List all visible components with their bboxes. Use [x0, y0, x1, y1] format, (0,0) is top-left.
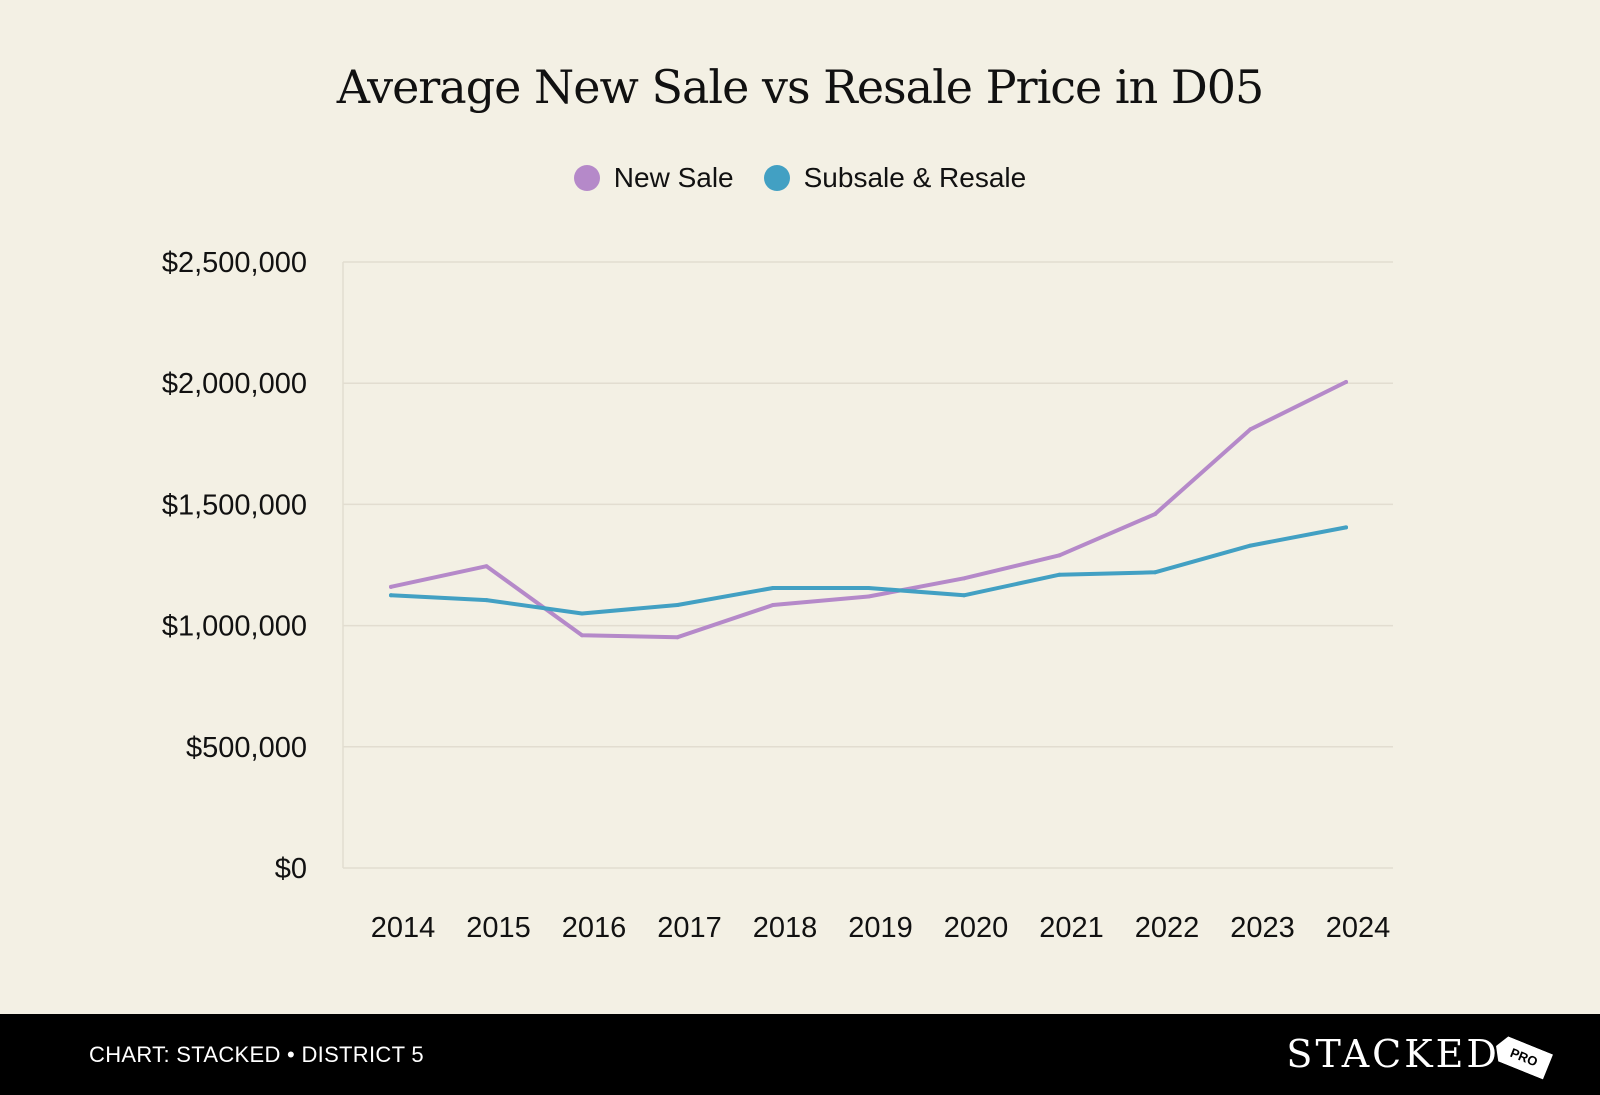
data-point-subsale-resale	[1344, 525, 1348, 530]
brand-pro-tag: PRO	[1491, 1033, 1553, 1079]
x-tick-label: 2014	[371, 912, 436, 944]
legend-item-new-sale: New Sale	[573, 162, 734, 194]
legend-label-subsale-resale: Subsale & Resale	[803, 162, 1027, 193]
data-point-subsale-resale	[1153, 570, 1157, 575]
x-tick-label: 2023	[1230, 912, 1295, 944]
data-point-new-sale	[580, 633, 584, 638]
x-tick-label: 2022	[1135, 912, 1200, 944]
y-tick-label: $1,500,000	[162, 489, 307, 521]
data-point-new-sale	[1344, 379, 1348, 384]
x-tick-label: 2024	[1326, 912, 1391, 944]
legend-swatch-new-sale	[573, 165, 600, 191]
series-line-new-sale	[389, 380, 1348, 640]
y-tick-label: $0	[275, 853, 307, 885]
legend-item-subsale-resale: Subsale & Resale	[763, 162, 1027, 194]
data-point-subsale-resale	[771, 586, 775, 591]
data-point-new-sale	[1248, 427, 1253, 432]
legend-label-new-sale: New Sale	[613, 162, 734, 193]
data-point-subsale-resale	[580, 611, 584, 616]
chart-legend: New Sale Subsale & Resale	[0, 162, 1600, 194]
x-tick-label: 2020	[944, 912, 1009, 944]
y-tick-label: $500,000	[186, 732, 307, 764]
data-point-subsale-resale	[866, 586, 871, 591]
data-point-new-sale	[1057, 553, 1062, 558]
brand-logo: STACKED PRO	[1286, 1032, 1550, 1076]
data-point-subsale-resale	[484, 598, 489, 603]
data-point-new-sale	[962, 576, 966, 581]
y-tick-label: $1,000,000	[162, 611, 307, 643]
data-point-new-sale	[866, 594, 871, 599]
y-tick-label: $2,500,000	[162, 247, 307, 279]
x-tick-label: 2018	[753, 912, 818, 944]
data-point-new-sale	[771, 602, 775, 607]
data-point-new-sale	[484, 564, 489, 569]
data-point-subsale-resale	[389, 593, 393, 598]
legend-swatch-subsale-resale	[763, 165, 790, 191]
footer-bar: CHART: STACKED • DISTRICT 5 STACKED PRO	[0, 1014, 1600, 1095]
y-tick-label: $2,000,000	[162, 368, 307, 400]
data-point-subsale-resale	[1248, 543, 1253, 548]
x-tick-label: 2016	[562, 912, 627, 944]
data-point-new-sale	[1153, 512, 1157, 517]
chart-title: Average New Sale vs Resale Price in D05	[336, 60, 1265, 114]
footer-caption: CHART: STACKED • DISTRICT 5	[89, 1042, 424, 1067]
x-tick-label: 2019	[848, 912, 913, 944]
x-tick-label: 2017	[657, 912, 722, 944]
data-point-subsale-resale	[675, 602, 680, 607]
brand-name: STACKED	[1286, 1032, 1500, 1076]
x-tick-label: 2015	[466, 912, 531, 944]
data-point-subsale-resale	[962, 593, 966, 598]
data-point-new-sale	[389, 584, 393, 589]
x-tick-label: 2021	[1039, 912, 1104, 944]
data-point-subsale-resale	[1057, 572, 1062, 577]
line-chart: $0 $500,000 $1,000,000 $1,500,000 $2,000,000…	[162, 247, 1393, 944]
data-point-new-sale	[675, 635, 680, 640]
